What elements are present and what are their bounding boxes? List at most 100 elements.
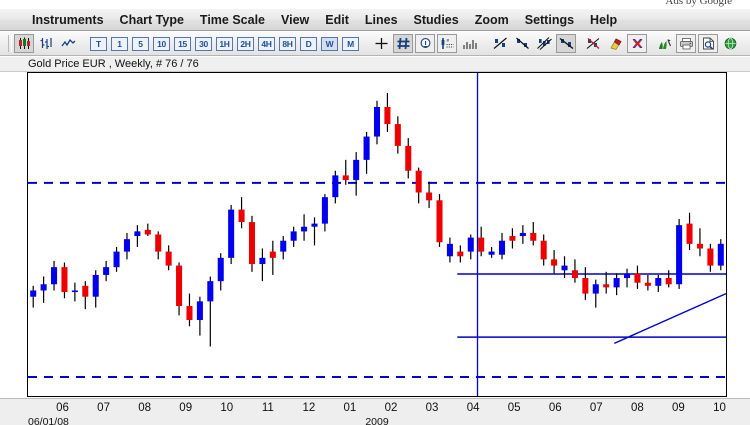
info-tooltip-icon	[420, 38, 430, 48]
crosshair-icon[interactable]	[371, 34, 391, 53]
candlestick-bar	[384, 92, 391, 132]
candlestick-bar	[280, 236, 287, 260]
candlestick-bar	[269, 240, 276, 275]
candlestick-bar	[259, 248, 266, 282]
x-axis-tick-label: 02	[384, 402, 398, 414]
timeframe-button-8h[interactable]: 8H	[279, 36, 296, 51]
timeframe-button-15[interactable]: 15	[174, 36, 191, 51]
x-axis-tick-label: 11	[261, 402, 274, 414]
bar-chart-icon[interactable]	[36, 34, 56, 53]
export-icon	[658, 39, 671, 49]
candlestick-bar	[457, 245, 464, 263]
candlestick-bar	[571, 259, 578, 283]
x-axis-tick-label: 05	[507, 402, 521, 414]
timeframe-button-4h[interactable]: 4H	[258, 36, 275, 51]
timeframe-button-1h[interactable]: 1H	[216, 36, 233, 51]
x-axis-period-label: 2009	[365, 416, 389, 425]
no-line-icon[interactable]	[583, 34, 603, 53]
timeframe-button-1[interactable]: 1	[111, 36, 128, 51]
menu-chart-type[interactable]: Chart Type	[119, 12, 184, 27]
rising-trendline[interactable]	[614, 292, 726, 344]
x-axis-tick-label: 03	[425, 402, 439, 414]
x-axis-tick-label: 09	[179, 402, 193, 414]
eraser-icon[interactable]	[605, 34, 625, 53]
candlestick-bar	[509, 228, 516, 249]
candlestick-bar	[321, 194, 328, 232]
candlestick-bar	[144, 223, 151, 237]
candlestick-bar	[238, 197, 245, 229]
menu-time-scale[interactable]: Time Scale	[199, 12, 266, 27]
timeframe-button-w[interactable]: W	[321, 36, 338, 51]
timeframe-button-10[interactable]: 10	[153, 36, 170, 51]
grid-icon	[397, 37, 409, 50]
ads-by-google-label: Ads by Google	[665, 0, 732, 7]
chart-right-margin	[727, 72, 750, 398]
menu-view[interactable]: View	[281, 12, 310, 27]
candlestick-bar	[228, 204, 235, 265]
trendline-select-icon[interactable]	[556, 34, 576, 53]
info-tooltip-icon[interactable]	[415, 34, 435, 53]
candlestick-bar	[603, 271, 610, 294]
tool-bar: T 1 5 10 15 30 1H 2H 4H 8H D W M #	[0, 32, 750, 56]
volume-bars-icon[interactable]	[459, 34, 479, 53]
bar-chart-icon	[40, 38, 52, 49]
candlestick-bar	[373, 100, 381, 145]
chart-plot-area[interactable]	[27, 72, 727, 397]
delete-all-icon[interactable]	[627, 34, 647, 53]
chart-left-gutter	[0, 72, 27, 401]
menu-help[interactable]: Help	[590, 12, 618, 27]
svg-text:#: #	[446, 38, 449, 43]
candlestick-plot-svg[interactable]	[28, 73, 726, 396]
x-axis-tick-label: 07	[97, 402, 110, 414]
candlestick-bar	[301, 214, 308, 241]
grid-icon[interactable]	[393, 34, 413, 53]
menu-studies[interactable]: Studies	[413, 12, 459, 27]
timeframe-button-2h[interactable]: 2H	[237, 36, 254, 51]
crosshair-icon	[375, 38, 387, 49]
timeframe-button-m[interactable]: M	[342, 36, 359, 51]
line-chart-icon[interactable]	[58, 34, 78, 53]
candlestick-bar	[61, 262, 68, 299]
timeframe-button-d[interactable]: D	[300, 36, 317, 51]
print-icon[interactable]	[676, 34, 696, 53]
candlestick-chart-icon[interactable]	[14, 34, 34, 53]
print-icon	[679, 38, 693, 50]
print-preview-icon	[702, 37, 714, 50]
help-globe-icon	[724, 37, 736, 50]
trendline-up-icon[interactable]	[490, 34, 510, 53]
chart-title-text: Gold Price EUR , Weekly, # 76 / 76	[28, 58, 199, 70]
chart-title-bar: Gold Price EUR , Weekly, # 76 / 76	[0, 57, 750, 72]
candlestick-chart-icon	[18, 37, 30, 49]
candlestick-bar	[30, 285, 37, 308]
candlestick-bar	[92, 270, 99, 308]
menu-zoom[interactable]: Zoom	[474, 12, 509, 27]
toolbar-drag-handle[interactable]	[8, 35, 12, 52]
parallel-channel-icon[interactable]	[534, 34, 554, 53]
candlestick-bar	[551, 250, 558, 274]
x-axis-tick-label: 09	[672, 402, 685, 414]
x-axis-tick-label: 10	[713, 402, 726, 414]
candlestick-bar	[363, 131, 370, 174]
candlestick-bar	[196, 296, 203, 336]
candlestick-bar	[332, 170, 339, 204]
help-globe-icon[interactable]	[720, 34, 740, 53]
candlestick-bar	[717, 239, 724, 271]
price-scale-icon[interactable]: #	[437, 34, 457, 53]
timeframe-button-t[interactable]: T	[90, 36, 107, 51]
menu-settings[interactable]: Settings	[524, 12, 575, 27]
menu-edit[interactable]: Edit	[325, 12, 349, 27]
trendline-down-icon[interactable]	[512, 34, 532, 53]
menu-bar: Instruments Chart Type Time Scale View Edit L…	[0, 9, 750, 31]
candlestick-bar	[582, 267, 589, 300]
print-preview-icon[interactable]	[698, 34, 718, 53]
line-chart-icon	[60, 38, 75, 47]
candlestick-bar	[290, 226, 297, 247]
delete-all-icon	[632, 39, 642, 48]
timeframe-button-30[interactable]: 30	[195, 36, 212, 51]
timeframe-button-5[interactable]: 5	[132, 36, 149, 51]
no-line-icon	[586, 37, 599, 50]
menu-lines[interactable]: Lines	[364, 12, 398, 27]
candlestick-bar	[113, 246, 120, 272]
export-icon[interactable]	[654, 34, 674, 53]
menu-instruments[interactable]: Instruments	[32, 12, 104, 27]
